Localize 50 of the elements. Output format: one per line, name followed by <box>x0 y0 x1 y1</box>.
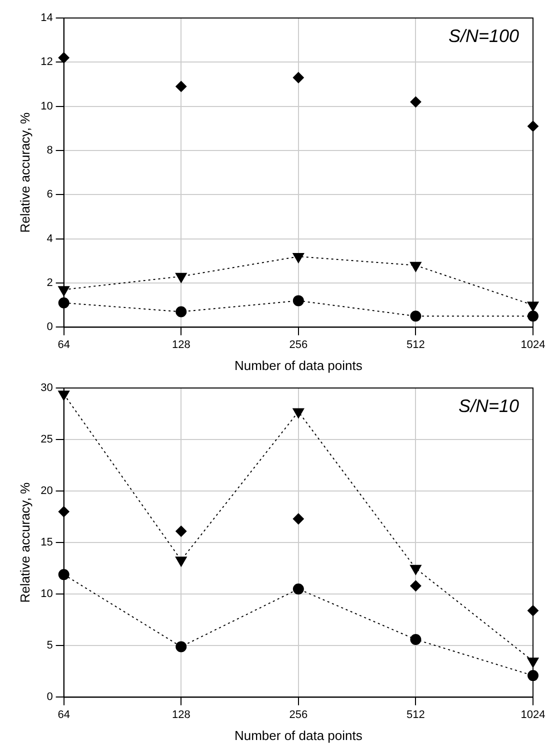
annotation: S/N=10 <box>458 396 519 416</box>
x-tick-label: 128 <box>172 708 190 721</box>
x-axis-title: Number of data points <box>234 728 363 743</box>
x-tick-label: 256 <box>289 708 308 721</box>
y-tick-label: 8 <box>46 144 53 157</box>
y-tick-label: 0 <box>46 321 53 334</box>
x-tick-label: 64 <box>58 708 70 721</box>
y-tick-label: 25 <box>40 434 53 446</box>
point <box>175 272 187 283</box>
y-axis-title: Relative accuracy, % <box>17 482 32 603</box>
x-tick-label: 512 <box>406 338 425 351</box>
annotation: S/N=100 <box>448 26 519 46</box>
y-tick-label: 30 <box>40 382 53 394</box>
y-tick-label: 20 <box>40 485 53 498</box>
x-tick-label: 1024 <box>520 338 546 351</box>
point <box>410 580 422 592</box>
point <box>292 72 304 84</box>
point <box>176 526 187 537</box>
point <box>410 564 422 575</box>
y-tick-label: 4 <box>46 232 53 245</box>
y-tick-label: 6 <box>46 188 53 201</box>
y-tick-label: 10 <box>40 100 53 112</box>
x-tick-label: 128 <box>172 338 190 351</box>
point <box>176 306 187 318</box>
point <box>292 583 304 594</box>
point <box>410 634 422 645</box>
y-tick-label: 14 <box>40 12 53 24</box>
point <box>292 408 304 418</box>
y-tick-label: 0 <box>46 691 53 704</box>
y-axis-title: Relative accuracy, % <box>17 112 32 233</box>
point <box>176 641 187 652</box>
x-tick-label: 512 <box>406 708 425 721</box>
y-tick-label: 2 <box>46 277 53 290</box>
point <box>528 670 538 682</box>
x-tick-label: 64 <box>58 338 70 351</box>
point <box>292 513 304 524</box>
y-tick-label: 10 <box>40 588 53 600</box>
point <box>292 253 304 264</box>
point <box>175 556 187 567</box>
y-tick-label: 5 <box>46 640 53 652</box>
point <box>410 96 422 108</box>
x-tick-label: 256 <box>289 338 308 351</box>
y-tick-label: 12 <box>40 56 53 68</box>
point <box>410 310 422 322</box>
x-axis-title: Number of data points <box>234 358 363 373</box>
x-tick-label: 1024 <box>520 708 546 721</box>
y-tick-label: 15 <box>40 536 53 549</box>
point <box>410 262 422 272</box>
point <box>292 295 304 306</box>
point <box>176 80 187 92</box>
